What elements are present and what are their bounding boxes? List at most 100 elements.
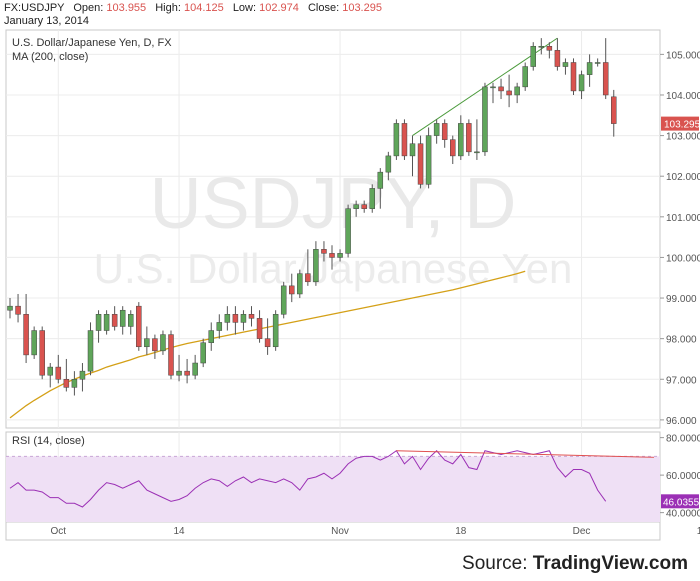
y-tick-label: 104.000 [666,91,700,102]
candle-body [95,314,102,331]
y-tick-label: 99.000 [666,294,697,305]
candle-body [425,135,432,185]
candle-body [433,123,440,136]
candle-body [458,123,464,157]
candle-body [337,253,343,258]
candle-body [602,62,609,96]
candle-body [329,253,335,258]
candle-body [466,123,472,153]
candle-body [578,74,585,92]
candle-body [506,90,512,96]
x-tick-label: 18 [455,526,467,537]
candle-body [31,330,37,356]
watermark-symbol: USDJPY, D [150,164,517,244]
candle-body [176,370,182,376]
candle-body [15,305,21,315]
candle-body [119,309,126,327]
candle-body [39,330,45,376]
rsi-y-tick-label: 80.0000 [666,434,700,445]
candle-body [361,204,367,209]
candle-body [240,314,247,323]
candle-body [482,86,488,153]
candle-body [184,370,190,376]
candle-body [530,45,536,67]
close-value: 103.295 [342,2,382,14]
candle-body [200,342,206,364]
bar-date: January 13, 2014 [4,15,90,27]
candle-body [538,45,545,48]
candle-body [409,143,416,157]
source-brand: TradingView.com [532,553,688,574]
y-tick-label: 100.000 [666,253,700,264]
candle-body [272,314,279,348]
candle-body [87,330,94,372]
y-tick-label: 102.000 [666,172,700,183]
candle-body [369,188,375,209]
candle-body [297,273,303,295]
x-tick-label: 14 [173,526,185,537]
high-label: High: [155,2,181,14]
candle-body [136,305,142,348]
high-value: 104.125 [183,2,224,14]
x-tick-label: Oct [51,526,67,537]
candle-body [79,370,86,380]
candle-body [498,86,504,92]
y-tick-label: 98.000 [666,335,697,346]
candle-body [103,314,110,331]
close-label: Close: [307,2,340,14]
candle-body [63,379,70,388]
rsi-y-tick-label: 40.0000 [666,509,700,520]
y-tick-label: 96.000 [666,416,697,427]
rsi-band [6,456,660,522]
candle-body [280,285,287,315]
watermark-name: U.S. Dollar/Japanese Yen [94,245,573,292]
candle-body [474,151,480,154]
candle-body [23,314,29,356]
rsi-last-tag [661,494,699,509]
candle-body [611,96,617,124]
candle-body [111,314,118,327]
candle-body [546,45,553,51]
symbol-label: FX:USDJPY [4,2,65,14]
candle-body [152,338,158,352]
candle-body [168,334,174,376]
candle-body [490,86,496,89]
y-tick-label: 97.000 [666,375,697,386]
candle-body [353,204,359,209]
source-credit: Source: TradingView.com [462,553,688,575]
candle-body [224,314,231,323]
y-tick-label: 103.000 [666,132,700,143]
candle-body [594,62,601,64]
candle-body [264,338,271,348]
y-tick-label: 105.000 [666,50,700,61]
candle-body [586,62,593,75]
candle-body [144,338,150,348]
candle-body [248,314,255,319]
rsi-y-tick-label: 60.0000 [666,471,700,482]
candle-body [554,50,561,67]
rsi-trendline [396,450,655,458]
candle-body [514,86,520,96]
candle-body [256,318,263,339]
candle-body [208,330,214,343]
candle-body [401,123,408,157]
chart-title: U.S. Dollar/Japanese Yen, D, FX [12,37,172,49]
candle-body [522,66,528,88]
candle-body [47,366,53,376]
last-price-label: 103.295 [664,120,700,131]
candle-body [321,249,327,254]
rsi-title: RSI (14, close) [12,435,85,447]
candle-body [289,285,295,295]
candle-body [313,249,319,283]
candle-body [441,123,448,140]
chart-header: FX:USDJPY Open: 103.955 High: 104.125 Lo… [4,2,382,28]
price-panel [5,29,661,429]
chart-subtitle: MA (200, close) [12,51,88,63]
source-label: Source: [462,553,528,574]
candle-body [192,362,198,376]
last-price-tag [661,116,699,131]
low-label: Low: [232,2,257,14]
candle-body [417,143,424,185]
candle-body [7,305,13,311]
